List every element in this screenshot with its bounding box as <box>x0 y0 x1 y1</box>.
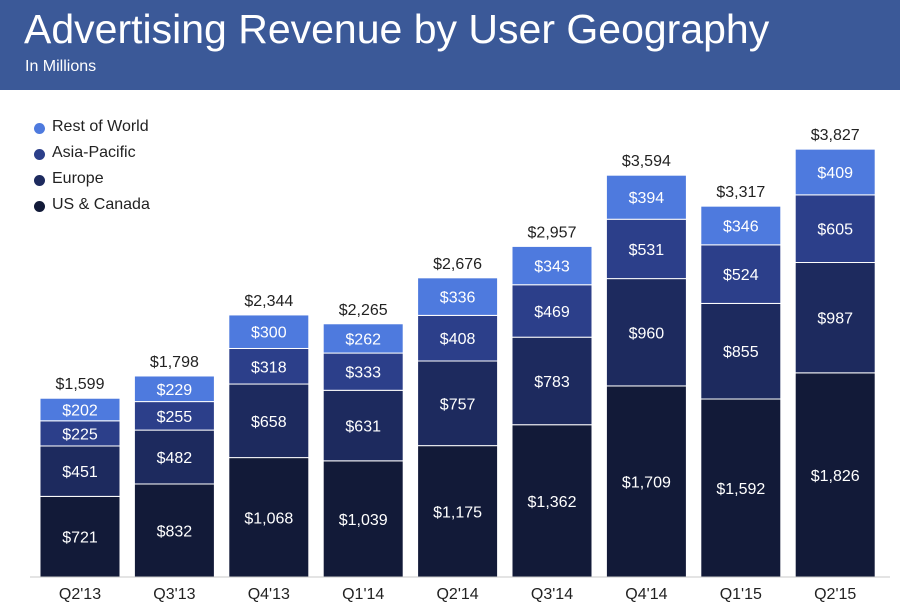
x-tick-label: Q2'13 <box>59 586 101 603</box>
bar-segment <box>228 457 310 578</box>
x-tick-label: Q3'13 <box>153 586 195 603</box>
segment-value-label: $202 <box>62 403 98 420</box>
segment-value-label: $346 <box>723 219 759 236</box>
total-value-label: $2,344 <box>244 293 293 310</box>
total-value-label: $1,599 <box>56 376 105 393</box>
total-value-label: $1,798 <box>150 354 199 371</box>
bar-segment <box>794 262 876 374</box>
segment-value-label: $960 <box>629 325 665 342</box>
bar-segment <box>39 420 121 447</box>
bar-segment <box>133 429 215 485</box>
bar-segment <box>700 398 782 578</box>
legend-label: US & Canada <box>52 196 150 213</box>
segment-value-label: $1,039 <box>339 512 388 529</box>
bar-segment <box>700 244 782 304</box>
bar-segment <box>605 385 687 578</box>
segment-value-label: $255 <box>157 409 193 426</box>
segment-value-label: $336 <box>440 290 476 307</box>
bar-segment <box>700 302 782 400</box>
legend-swatch-asia-pacific <box>34 149 45 160</box>
total-value-label: $2,265 <box>339 302 388 319</box>
segment-value-label: $469 <box>534 304 570 321</box>
total-value-label: $2,957 <box>528 224 577 241</box>
bar-segment <box>228 314 310 349</box>
segment-value-label: $524 <box>723 267 759 284</box>
segment-value-label: $1,068 <box>244 510 293 527</box>
segment-value-label: $300 <box>251 325 287 342</box>
x-tick-label: Q4'13 <box>248 586 290 603</box>
segment-value-label: $1,826 <box>811 468 860 485</box>
x-tick-label: Q1'15 <box>720 586 762 603</box>
segment-value-label: $721 <box>62 530 98 547</box>
bar-segment <box>133 375 215 403</box>
bar-segment <box>794 372 876 578</box>
segment-value-label: $1,709 <box>622 474 671 491</box>
x-tick-label: Q4'14 <box>625 586 667 603</box>
total-value-label: $3,827 <box>811 127 860 144</box>
bar-segment <box>228 347 310 385</box>
legend-swatch-europe <box>34 175 45 186</box>
segment-value-label: $1,362 <box>528 494 577 511</box>
x-tick-label: Q3'14 <box>531 586 573 603</box>
segment-value-label: $1,592 <box>716 481 765 498</box>
bar-segment <box>511 336 593 426</box>
bar-segment <box>39 495 121 578</box>
segment-value-label: $318 <box>251 359 287 376</box>
bar-segment <box>322 323 404 354</box>
legend-swatch-rest-of-world <box>34 123 45 134</box>
bar-segment <box>605 218 687 280</box>
bar-segment <box>39 445 121 497</box>
chart-title: Advertising Revenue by User Geography <box>24 6 770 52</box>
bar-segment <box>417 314 499 362</box>
segment-value-label: $333 <box>345 365 381 382</box>
total-value-label: $2,676 <box>433 256 482 273</box>
legend-swatch-us-canada <box>34 201 45 212</box>
total-value-label: $3,594 <box>622 153 671 170</box>
bar-segment <box>794 148 876 196</box>
segment-value-label: $225 <box>62 426 98 443</box>
bar-segment <box>133 483 215 578</box>
bar-segment <box>322 352 404 391</box>
bar-segment <box>417 277 499 316</box>
x-tick-label: Q1'14 <box>342 586 384 603</box>
segment-value-label: $832 <box>157 523 193 540</box>
legend-label: Asia-Pacific <box>52 144 136 161</box>
segment-value-label: $658 <box>251 414 287 431</box>
segment-value-label: $262 <box>345 331 381 348</box>
segment-value-label: $855 <box>723 344 759 361</box>
segment-value-label: $229 <box>157 382 193 399</box>
segment-value-label: $343 <box>534 259 570 276</box>
bar-segment <box>39 397 121 422</box>
x-tick-label: Q2'14 <box>436 586 478 603</box>
chart-header: Advertising Revenue by User Geography In… <box>0 0 900 90</box>
total-value-label: $3,317 <box>716 184 765 201</box>
segment-value-label: $757 <box>440 396 476 413</box>
bar-segment <box>511 424 593 578</box>
bar-segment <box>605 278 687 387</box>
segment-value-label: $1,175 <box>433 504 482 521</box>
legend-label: Rest of World <box>52 118 149 135</box>
bar-segment <box>511 245 593 286</box>
bar-segment <box>794 194 876 264</box>
legend-label: Europe <box>52 170 104 187</box>
segment-value-label: $394 <box>629 190 665 207</box>
segment-value-label: $605 <box>817 222 853 239</box>
segment-value-label: $531 <box>629 242 665 259</box>
bar-segment <box>605 174 687 220</box>
segment-value-label: $451 <box>62 464 98 481</box>
chart-subtitle: In Millions <box>25 58 97 75</box>
segment-value-label: $408 <box>440 331 476 348</box>
segment-value-label: $482 <box>157 450 193 467</box>
segment-value-label: $631 <box>345 419 381 436</box>
x-tick-label: Q2'15 <box>814 586 856 603</box>
segment-value-label: $409 <box>817 165 853 182</box>
segment-value-label: $987 <box>817 311 853 328</box>
segment-value-label: $783 <box>534 374 570 391</box>
bar-segment <box>228 383 310 459</box>
bar-segment <box>133 401 215 431</box>
bar-segment <box>700 205 782 246</box>
